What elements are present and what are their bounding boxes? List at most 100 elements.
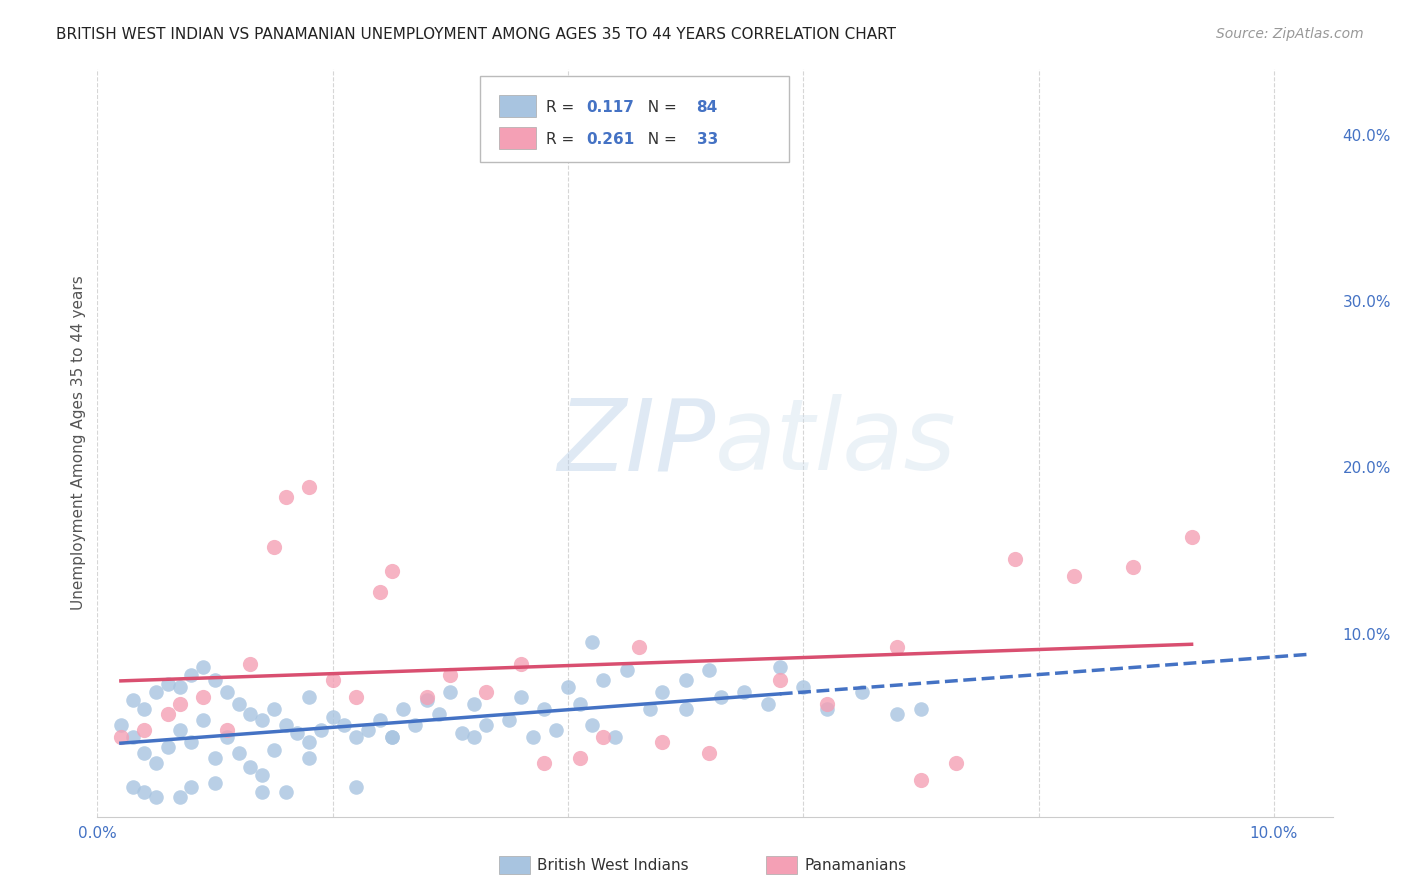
Point [110,718,132,732]
Point [263,743,285,757]
Point [204,776,226,790]
Point [156,706,179,721]
Point [145,685,167,699]
Point [886,640,908,654]
Point [734,685,756,699]
Point [392,701,415,715]
Point [616,663,638,677]
Point [769,660,792,674]
Point [910,772,932,787]
Text: atlas: atlas [716,394,956,491]
Bar [499,95,536,117]
Point [533,701,555,715]
Point [121,780,143,794]
Point [380,564,402,578]
Point [180,668,202,682]
Point [263,541,285,555]
Point [416,693,439,707]
Point [886,706,908,721]
Point [333,718,356,732]
Text: 0.117: 0.117 [586,100,634,115]
Point [769,673,792,688]
Point [156,739,179,754]
Point [427,706,450,721]
Point [439,685,461,699]
Point [239,657,262,671]
Point [134,747,156,761]
Point [451,726,474,740]
Point [603,730,626,744]
Point [675,673,697,688]
Point [474,685,496,699]
Point [274,491,297,505]
Point [193,713,215,727]
Point [239,760,262,774]
Point [710,690,733,704]
Text: 84: 84 [696,100,718,115]
Point [250,713,273,727]
Point [1063,568,1085,582]
Point [592,730,614,744]
Point [180,780,202,794]
Point [640,701,662,715]
Point [204,673,226,688]
Point [404,718,426,732]
Text: British West Indians: British West Indians [537,858,689,872]
Point [910,701,932,715]
Point [463,697,485,711]
Point [380,730,402,744]
Point [592,673,614,688]
Text: BRITISH WEST INDIAN VS PANAMANIAN UNEMPLOYMENT AMONG AGES 35 TO 44 YEARS CORRELA: BRITISH WEST INDIAN VS PANAMANIAN UNEMPL… [56,27,896,42]
Point [344,690,367,704]
Point [215,723,238,738]
Y-axis label: Unemployment Among Ages 35 to 44 years: Unemployment Among Ages 35 to 44 years [72,276,86,610]
Point [180,735,202,749]
Point [815,701,838,715]
Point [510,657,533,671]
Point [533,756,555,771]
Point [110,730,132,744]
Point [510,690,533,704]
Point [121,693,143,707]
Point [627,640,650,654]
Point [756,697,779,711]
Point [215,685,238,699]
Point [169,680,191,694]
Text: 0.261: 0.261 [586,132,636,147]
Point [145,789,167,804]
Point [498,713,520,727]
Point [368,585,391,599]
Point [546,723,568,738]
Text: Source: ZipAtlas.com: Source: ZipAtlas.com [1216,27,1364,41]
Point [697,663,720,677]
Point [228,697,250,711]
Text: N =: N = [638,100,682,115]
Point [697,747,720,761]
Point [145,756,167,771]
Point [250,768,273,782]
FancyBboxPatch shape [481,76,789,162]
Point [522,730,544,744]
Point [287,726,309,740]
Point [651,735,673,749]
Point [298,480,321,494]
Point [322,710,344,724]
Text: N =: N = [638,132,682,147]
Point [298,751,321,765]
Point [250,785,273,799]
Point [298,690,321,704]
Point [274,785,297,799]
Point [344,780,367,794]
Point [121,730,143,744]
Point [675,701,697,715]
Point [204,751,226,765]
Text: R =: R = [546,132,579,147]
Point [169,697,191,711]
Point [557,680,579,694]
Point [474,718,496,732]
Point [322,673,344,688]
Text: 33: 33 [696,132,718,147]
Point [239,706,262,721]
Text: ZIP: ZIP [557,394,716,491]
Point [439,668,461,682]
